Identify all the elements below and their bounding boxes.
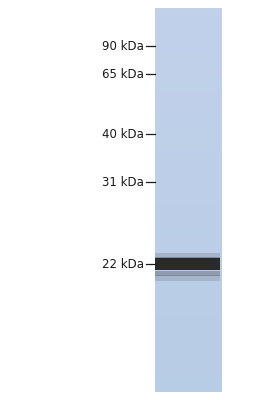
Text: 65 kDa: 65 kDa bbox=[102, 68, 144, 80]
Text: 22 kDa: 22 kDa bbox=[102, 258, 144, 270]
Text: 40 kDa: 40 kDa bbox=[102, 128, 144, 140]
Bar bbox=[155, 258, 220, 270]
Text: 31 kDa: 31 kDa bbox=[102, 176, 144, 188]
Bar bbox=[155, 257, 220, 263]
Bar bbox=[155, 275, 220, 281]
Bar bbox=[155, 253, 220, 258]
Text: 90 kDa: 90 kDa bbox=[102, 40, 144, 52]
Bar bbox=[155, 271, 220, 276]
